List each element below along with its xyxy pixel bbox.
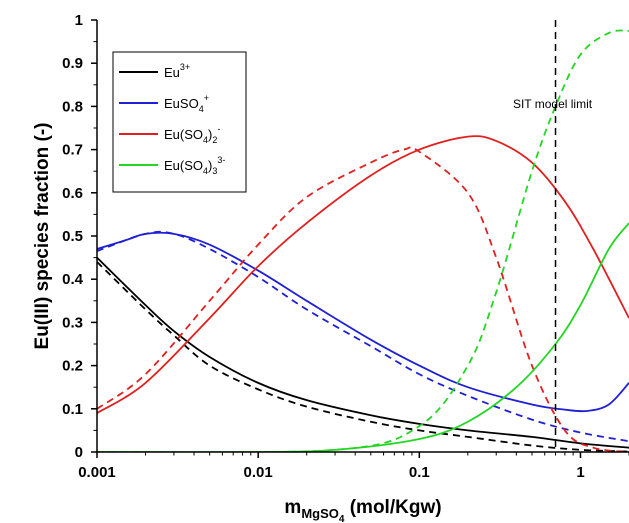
series-line-eu-so4-2--solid	[97, 135, 629, 414]
y-tick-label: 0.8	[62, 98, 83, 115]
legend-label: EuSO4+	[164, 93, 209, 114]
y-tick-label: 0.1	[62, 401, 83, 418]
y-tick-label: 0.5	[62, 228, 83, 245]
series-line-euso4--solid	[97, 231, 629, 413]
y-tick-label: 0.3	[62, 314, 83, 331]
y-tick-labels: 0 0.1 0.2 0.3 0.4 0.5 0.6 0.7 0.8 0.9 1	[62, 12, 84, 461]
legend-box	[112, 51, 247, 193]
y-tick-label: 0.9	[62, 55, 83, 72]
series-line-eu3--dashed	[97, 261, 629, 452]
y-tick-label: 0.7	[62, 142, 83, 159]
x-axis-title: mMgSO4 (mol/Kgw)	[284, 497, 441, 523]
series-line-euso4--dashed	[97, 230, 629, 443]
legend-label: Eu3+	[164, 62, 190, 80]
series-line-eu-so4-2--dashed	[97, 146, 629, 452]
y-tick-label: 0.4	[62, 271, 84, 288]
y-axis-title: Eu(III) species fraction (-)	[32, 123, 53, 350]
y-tick-label: 0.6	[62, 185, 83, 202]
y-tick-label: 0	[75, 444, 83, 461]
legend-label: Eu(SO4)33-	[164, 155, 225, 176]
legend: Eu3+ EuSO4+ Eu(SO4)2- Eu(SO4)33-	[112, 51, 247, 193]
x-tick-label: 1	[576, 464, 584, 481]
x-tick-label: 0.01	[244, 464, 273, 481]
x-tick-label: 0.001	[78, 464, 116, 481]
sit-limit-annotation: SIT model limit	[513, 97, 593, 111]
x-tick-labels: 0.001 0.01 0.1 1	[78, 464, 584, 481]
y-tick-label: 0.2	[62, 358, 83, 375]
y-tick-label: 1	[75, 12, 83, 29]
legend-label: Eu(SO4)2-	[164, 124, 220, 145]
series-line-eu3--solid	[97, 256, 629, 449]
x-tick-label: 0.1	[409, 464, 430, 481]
series-lines	[97, 29, 629, 452]
